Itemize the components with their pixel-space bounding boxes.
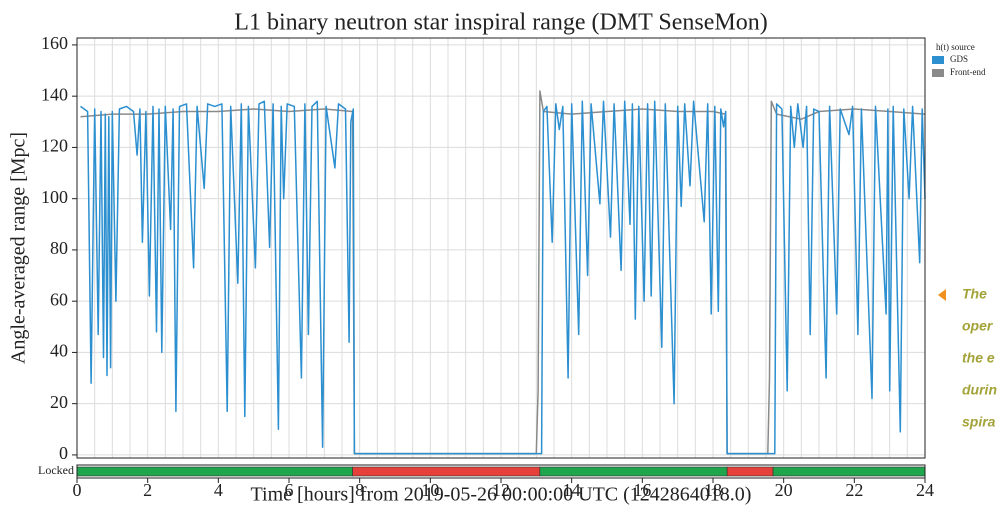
- x-axis-label: Time [hours] from 2019-05-26 00:00:00 UT…: [251, 484, 752, 506]
- locked-segment: [76, 466, 353, 477]
- x-tick-label: 18: [704, 480, 722, 500]
- side-note: oper: [962, 318, 994, 334]
- x-tick-label: 12: [492, 480, 510, 500]
- x-tick-label: 2: [143, 480, 152, 500]
- side-note: spira: [962, 414, 996, 430]
- legend-title: h(t) source: [936, 42, 975, 52]
- x-tick-label: 14: [563, 480, 581, 500]
- locked-segment: [772, 466, 926, 477]
- locked-segment: [539, 466, 728, 477]
- x-tick-label: 0: [73, 480, 82, 500]
- y-tick-label: 0: [59, 443, 68, 463]
- legend-label: Front-end: [950, 67, 986, 77]
- legend-label: GDS: [950, 54, 968, 64]
- legend-swatch: [932, 56, 944, 64]
- locked-label: Locked: [38, 463, 74, 477]
- y-tick-label: 20: [50, 392, 68, 412]
- y-tick-label: 40: [50, 341, 68, 361]
- locked-segment: [352, 466, 541, 477]
- locked-segment: [726, 466, 774, 477]
- y-axis-label: Angle-averaged range [Mpc]: [8, 132, 30, 364]
- x-tick-label: 22: [845, 480, 863, 500]
- x-tick-label: 10: [421, 480, 439, 500]
- series-line: [80, 100, 926, 455]
- legend-swatch: [932, 69, 944, 77]
- x-tick-label: 24: [916, 480, 934, 500]
- x-tick-label: 8: [355, 480, 364, 500]
- x-tick-label: 4: [214, 480, 223, 500]
- x-tick-label: 6: [285, 480, 294, 500]
- y-tick-label: 60: [50, 289, 68, 309]
- y-tick-label: 160: [41, 33, 68, 53]
- y-tick-label: 140: [41, 84, 68, 104]
- side-note: the e: [962, 350, 995, 366]
- side-note: The: [962, 286, 987, 302]
- side-note: durin: [962, 382, 997, 398]
- y-tick-label: 120: [41, 136, 68, 156]
- y-tick-label: 80: [50, 238, 68, 258]
- plot-frame: [76, 37, 926, 459]
- y-tick-label: 100: [41, 187, 68, 207]
- x-tick-label: 16: [633, 480, 651, 500]
- x-tick-label: 20: [775, 480, 793, 500]
- note-arrow: [938, 289, 946, 301]
- chart-title: L1 binary neutron star inspiral range (D…: [234, 10, 767, 36]
